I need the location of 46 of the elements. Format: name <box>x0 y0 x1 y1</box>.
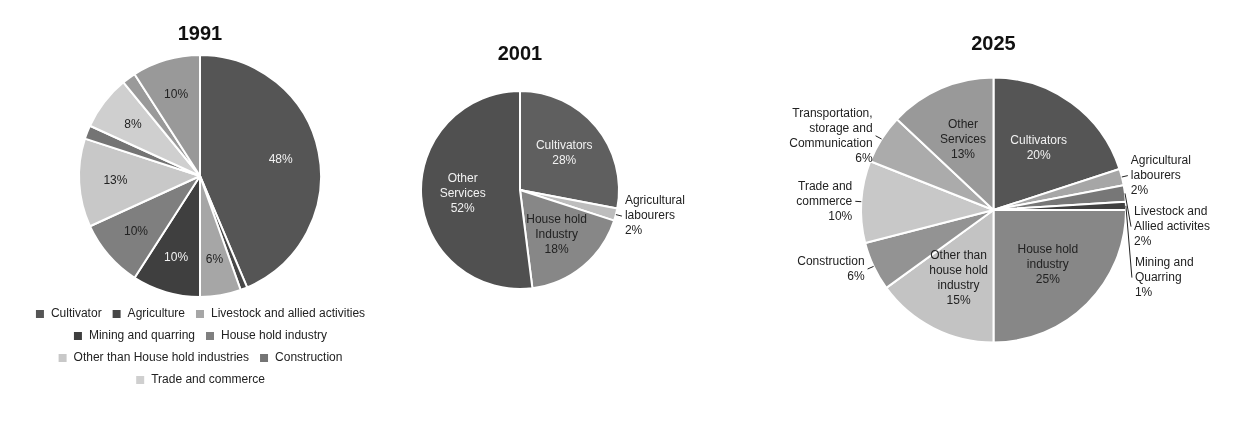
slice-label: Transportation, storage and Communication <box>789 105 873 150</box>
data-label: 10% <box>123 223 149 238</box>
legend-label: Agriculture <box>127 306 186 321</box>
data-label: 6% <box>205 251 224 266</box>
data-label: 2% <box>624 223 643 238</box>
data-label: 13% <box>103 173 128 188</box>
data-label: 25% <box>1035 271 1061 286</box>
slice-label: Agricultural labourers <box>1130 152 1191 182</box>
data-label: 8% <box>124 116 142 131</box>
slice-label: Trade and commerce <box>796 178 853 208</box>
data-label: 1% <box>1134 284 1153 299</box>
data-label: 2% <box>1133 233 1152 248</box>
slice-label: Other Services <box>439 170 486 200</box>
data-label: 20% <box>1026 147 1051 162</box>
data-label: 10% <box>164 249 189 264</box>
legend-label: House hold industry <box>221 328 328 343</box>
legend-label: Construction <box>275 350 343 365</box>
slice-label: Livestock and Allied activites <box>1133 203 1210 233</box>
data-label: 10% <box>828 208 853 223</box>
legend-label: Other than House hold industries <box>73 350 250 365</box>
slice-label: Mining and Quarring <box>1134 254 1194 284</box>
slice-label: Cultivators <box>535 138 593 153</box>
slice-label: House hold industry <box>1017 241 1079 271</box>
slice-label: Other Services <box>939 116 986 146</box>
data-label: 48% <box>268 151 293 166</box>
data-label: 6% <box>855 150 873 165</box>
data-label: 10% <box>164 87 189 102</box>
slice-label: Agricultural labourers <box>624 193 685 223</box>
data-label: 13% <box>950 146 976 161</box>
slice-label: Construction <box>797 253 865 268</box>
data-label: 15% <box>946 293 971 308</box>
chart-title: 2001 <box>497 41 543 64</box>
chart-title: 1991 <box>177 21 223 44</box>
legend-label: Cultivator <box>50 306 102 321</box>
data-label: 2% <box>1130 182 1149 197</box>
chart-title: 2025 <box>971 31 1016 54</box>
data-label: 6% <box>847 268 865 283</box>
slice-label: Cultivators <box>1010 132 1068 147</box>
slice-label: Other than house hold industry <box>929 248 988 293</box>
legend-label: Livestock and allied activities <box>210 306 366 321</box>
legend-label: Trade and commerce <box>151 372 266 387</box>
legend-label: Mining and quarring <box>88 328 196 343</box>
data-label: 52% <box>450 200 476 215</box>
data-label: 18% <box>544 241 569 256</box>
slice-label: House hold Industry <box>526 211 587 241</box>
data-label: 28% <box>552 153 577 168</box>
